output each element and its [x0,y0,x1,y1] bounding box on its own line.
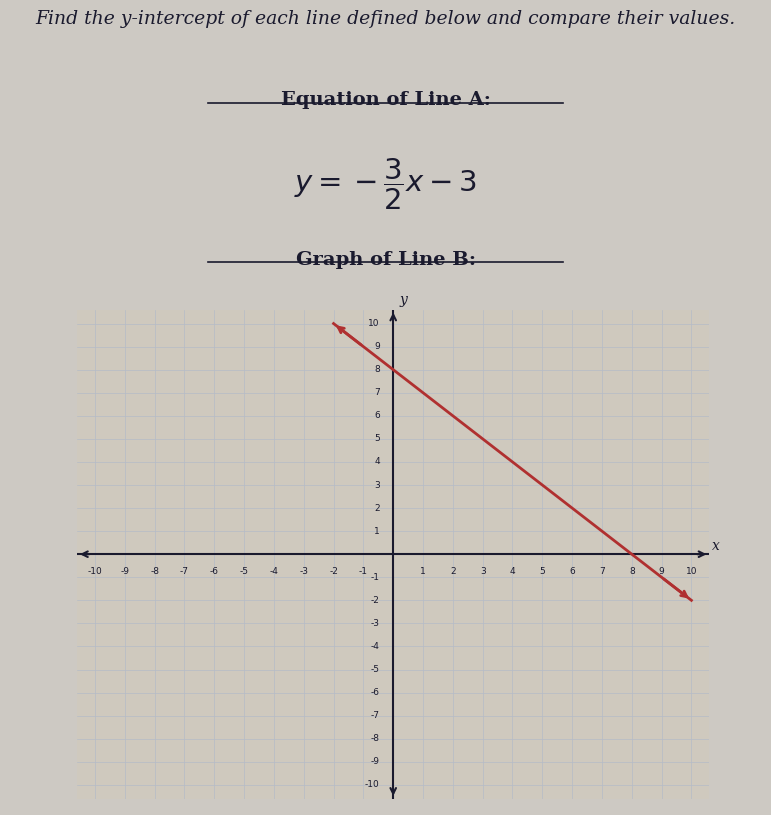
Text: 4: 4 [374,457,380,466]
Text: 6: 6 [374,412,380,421]
Text: -7: -7 [371,711,380,720]
Text: -3: -3 [371,619,380,628]
Text: y: y [399,293,408,307]
Text: 7: 7 [599,567,604,576]
Text: Equation of Line A:: Equation of Line A: [281,91,490,109]
Text: -6: -6 [210,567,219,576]
Text: 4: 4 [510,567,515,576]
Text: 8: 8 [629,567,635,576]
Text: 2: 2 [374,504,380,513]
Text: 5: 5 [540,567,545,576]
Text: -7: -7 [180,567,189,576]
Text: -3: -3 [299,567,308,576]
Text: -1: -1 [359,567,368,576]
Text: -5: -5 [240,567,248,576]
Text: 1: 1 [420,567,426,576]
Text: x: x [712,540,720,553]
Text: 9: 9 [658,567,665,576]
Text: -4: -4 [270,567,278,576]
Text: 2: 2 [450,567,456,576]
Text: -10: -10 [88,567,103,576]
Text: -4: -4 [371,642,380,651]
Text: 5: 5 [374,434,380,443]
Text: 10: 10 [369,319,380,328]
Text: -6: -6 [371,688,380,697]
Text: -8: -8 [371,734,380,743]
Text: -8: -8 [150,567,159,576]
Text: Find the y-intercept of each line defined below and compare their values.: Find the y-intercept of each line define… [35,10,736,28]
Text: 7: 7 [374,388,380,397]
Text: -2: -2 [371,596,380,605]
Text: -5: -5 [371,665,380,674]
Text: -2: -2 [329,567,338,576]
Text: -10: -10 [365,780,380,790]
Text: 3: 3 [374,481,380,490]
Text: -9: -9 [371,757,380,766]
Text: $y = -\dfrac{3}{2}x - 3$: $y = -\dfrac{3}{2}x - 3$ [294,156,477,212]
Text: 3: 3 [480,567,486,576]
Text: 6: 6 [569,567,575,576]
Text: 8: 8 [374,365,380,374]
Text: Graph of Line B:: Graph of Line B: [295,251,476,269]
Text: 9: 9 [374,342,380,351]
Text: -1: -1 [371,573,380,582]
Text: 1: 1 [374,526,380,535]
Text: 10: 10 [685,567,697,576]
Text: -9: -9 [120,567,130,576]
